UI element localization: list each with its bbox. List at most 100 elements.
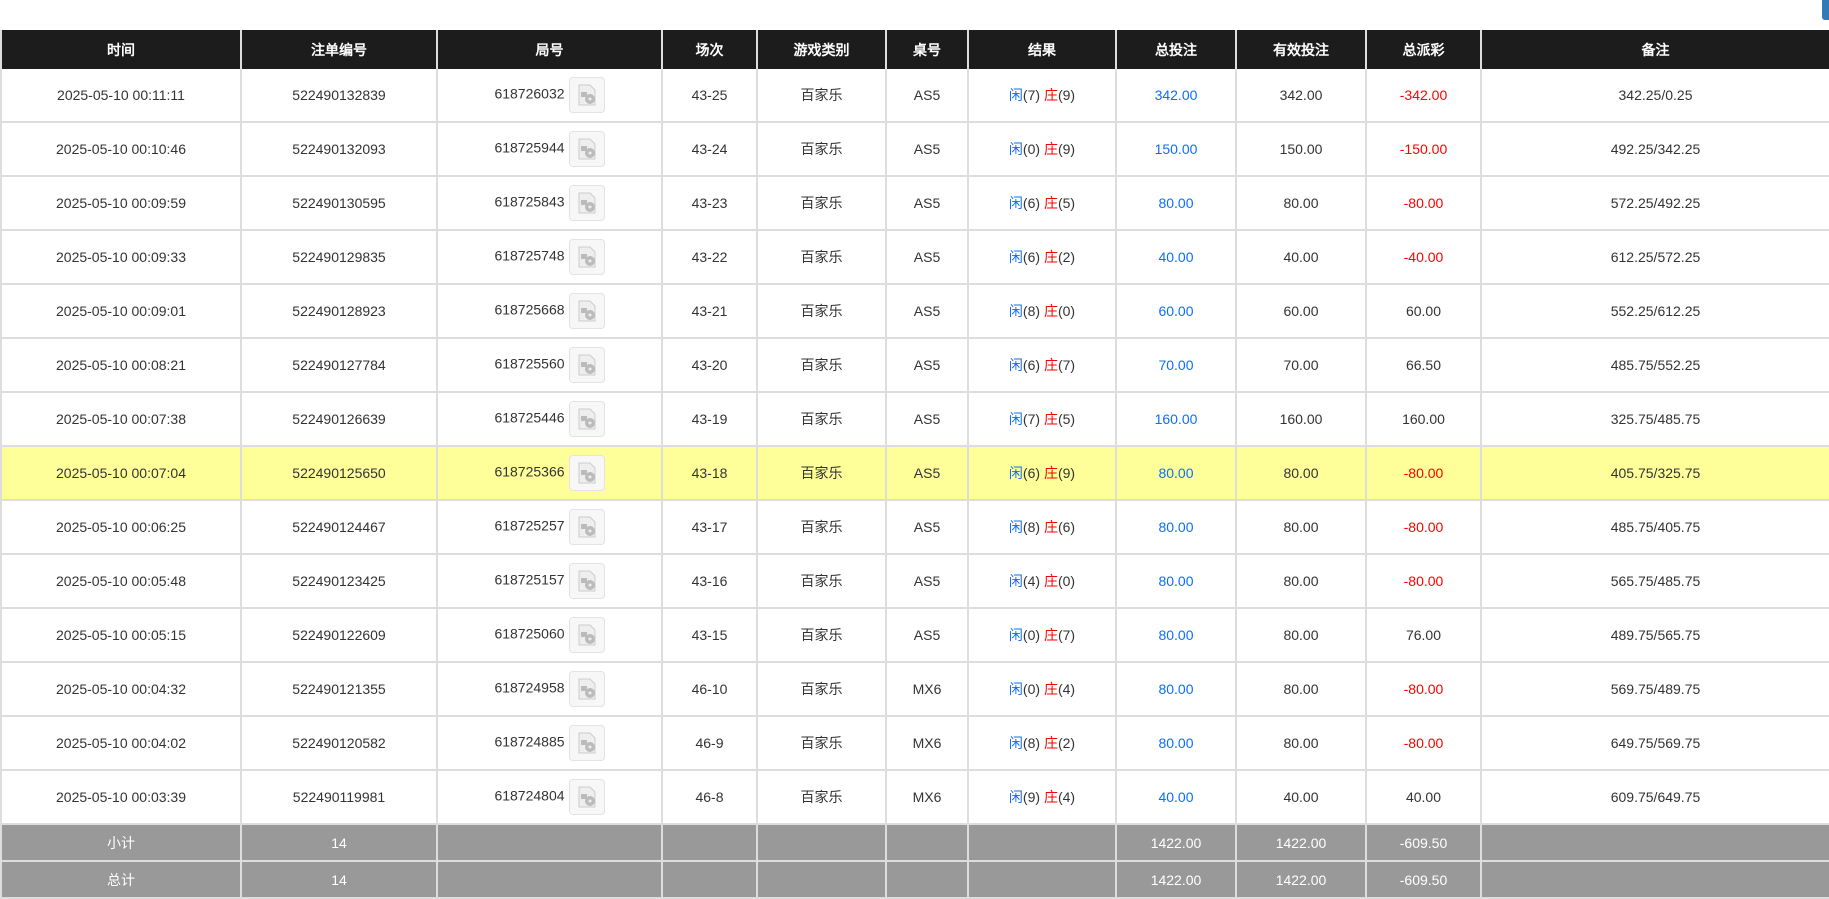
valid-bet-cell: 80.00	[1235, 662, 1367, 717]
result-cell: 闲(6) 庄(7)	[967, 338, 1117, 393]
banker-score: (4)	[1057, 681, 1076, 697]
game-type-cell: 百家乐	[756, 284, 887, 339]
time-cell: 2025-05-10 00:04:02	[0, 716, 242, 771]
video-replay-icon[interactable]	[568, 725, 605, 761]
result-cell: 闲(8) 庄(0)	[967, 284, 1117, 339]
round-cell: 618725257	[436, 500, 663, 555]
time-cell: 2025-05-10 00:04:32	[0, 662, 242, 717]
shoe-cell: 43-22	[661, 230, 758, 285]
banker-score: (4)	[1057, 789, 1076, 805]
banker-label: 庄	[1043, 735, 1058, 751]
shoe-cell: 43-23	[661, 176, 758, 231]
valid-bet-cell: 160.00	[1235, 392, 1367, 447]
video-replay-icon[interactable]	[568, 293, 605, 329]
empty-cell	[756, 861, 887, 899]
bet-id-cell: 522490119981	[240, 770, 438, 825]
banker-score: (5)	[1057, 411, 1076, 427]
total-bet-cell: 80.00	[1115, 446, 1237, 501]
summary-payout: -609.50	[1365, 861, 1482, 899]
banker-label: 庄	[1043, 573, 1058, 589]
video-replay-icon[interactable]	[568, 779, 605, 815]
player-label: 闲	[1008, 735, 1023, 751]
shoe-cell: 46-8	[661, 770, 758, 825]
column-header-result: 结果	[967, 30, 1117, 69]
round-number: 618725748	[494, 247, 565, 264]
note-cell: 569.75/489.75	[1480, 662, 1829, 717]
total-bet-cell: 60.00	[1115, 284, 1237, 339]
game-type-cell: 百家乐	[756, 608, 887, 663]
note-cell: 612.25/572.25	[1480, 230, 1829, 285]
table-no-cell: MX6	[885, 716, 969, 771]
time-cell: 2025-05-10 00:07:04	[0, 446, 242, 501]
result-cell: 闲(6) 庄(5)	[967, 176, 1117, 231]
round-cell: 618726032	[436, 69, 663, 123]
note-cell: 572.25/492.25	[1480, 176, 1829, 231]
note-cell: 485.75/405.75	[1480, 500, 1829, 555]
player-score: (9)	[1022, 789, 1041, 805]
payout-cell: -150.00	[1365, 122, 1482, 177]
total-bet-cell: 80.00	[1115, 662, 1237, 717]
banker-score: (0)	[1057, 573, 1076, 589]
round-number: 618726032	[494, 85, 565, 102]
shoe-cell: 43-17	[661, 500, 758, 555]
player-label: 闲	[1008, 357, 1023, 373]
total-bet-cell: 160.00	[1115, 392, 1237, 447]
table-no-cell: AS5	[885, 284, 969, 339]
result-cell: 闲(0) 庄(9)	[967, 122, 1117, 177]
video-replay-icon[interactable]	[568, 563, 605, 599]
player-label: 闲	[1008, 195, 1023, 211]
time-cell: 2025-05-10 00:05:15	[0, 608, 242, 663]
corner-tab[interactable]	[1822, 0, 1829, 20]
shoe-cell: 46-9	[661, 716, 758, 771]
summary-label: 小计	[0, 824, 242, 862]
total-bet-cell: 342.00	[1115, 69, 1237, 123]
round-number: 618725366	[494, 463, 565, 480]
empty-cell	[1480, 861, 1829, 899]
payout-cell: 76.00	[1365, 608, 1482, 663]
column-header-valid-bet: 有效投注	[1235, 30, 1367, 69]
empty-cell	[756, 824, 887, 862]
player-score: (6)	[1022, 357, 1041, 373]
note-cell: 489.75/565.75	[1480, 608, 1829, 663]
video-replay-icon[interactable]	[568, 509, 605, 545]
column-header-shoe: 场次	[661, 30, 758, 69]
banker-score: (5)	[1057, 195, 1076, 211]
player-score: (8)	[1022, 519, 1041, 535]
video-replay-icon[interactable]	[568, 239, 605, 275]
player-label: 闲	[1008, 87, 1023, 103]
player-label: 闲	[1008, 519, 1023, 535]
game-type-cell: 百家乐	[756, 446, 887, 501]
player-score: (6)	[1022, 249, 1041, 265]
banker-label: 庄	[1043, 627, 1058, 643]
result-cell: 闲(8) 庄(6)	[967, 500, 1117, 555]
total-bet-cell: 80.00	[1115, 608, 1237, 663]
video-replay-icon[interactable]	[568, 671, 605, 707]
video-replay-icon[interactable]	[568, 401, 605, 437]
player-score: (0)	[1022, 141, 1041, 157]
video-replay-icon[interactable]	[568, 131, 605, 167]
table-row: 2025-05-10 00:06:25 522490124467 618725257…	[0, 500, 1829, 555]
table-row: 2025-05-10 00:09:01 522490128923 618725668…	[0, 284, 1829, 339]
player-score: (8)	[1022, 735, 1041, 751]
empty-cell	[1480, 824, 1829, 862]
valid-bet-cell: 342.00	[1235, 69, 1367, 123]
round-cell: 618724804	[436, 770, 663, 825]
player-score: (0)	[1022, 681, 1041, 697]
round-number: 618725944	[494, 139, 565, 156]
time-cell: 2025-05-10 00:05:48	[0, 554, 242, 609]
payout-cell: -80.00	[1365, 446, 1482, 501]
video-replay-icon[interactable]	[568, 185, 605, 221]
valid-bet-cell: 150.00	[1235, 122, 1367, 177]
video-replay-icon[interactable]	[568, 347, 605, 383]
table-row: 2025-05-10 00:04:02 522490120582 618724885…	[0, 716, 1829, 771]
banker-score: (7)	[1057, 627, 1076, 643]
video-replay-icon[interactable]	[568, 77, 605, 113]
round-cell: 618724958	[436, 662, 663, 717]
banker-label: 庄	[1043, 303, 1058, 319]
valid-bet-cell: 80.00	[1235, 176, 1367, 231]
payout-cell: -80.00	[1365, 176, 1482, 231]
payout-cell: -342.00	[1365, 69, 1482, 123]
video-replay-icon[interactable]	[568, 617, 605, 653]
result-cell: 闲(8) 庄(2)	[967, 716, 1117, 771]
video-replay-icon[interactable]	[568, 455, 605, 491]
